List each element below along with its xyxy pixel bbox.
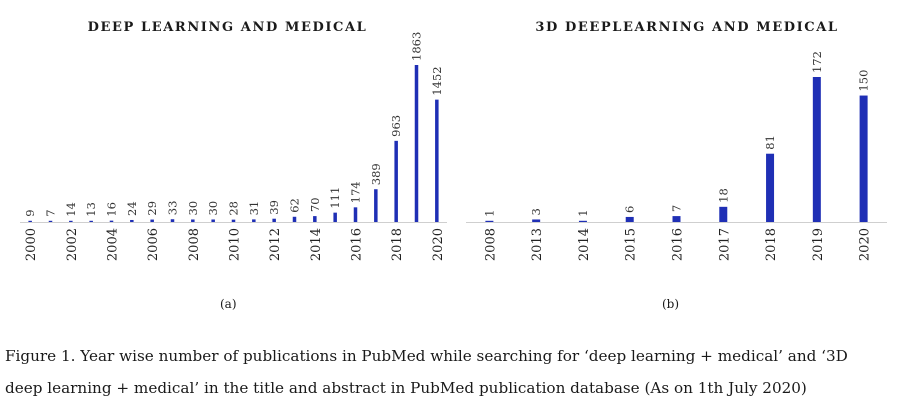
chart-a-data-label: 28: [227, 201, 241, 216]
chart-a-plot: 9 2000 7 14 2002 13 16 2004 24 29 2006 33 30 2008 30 28…: [20, 32, 447, 261]
chart-a-tick-label: 2006: [146, 228, 161, 261]
chart-b-tick-label: 2016: [671, 228, 686, 261]
chart-b-tick-label: 2015: [624, 228, 639, 261]
chart-b-data-label: 18: [716, 188, 730, 203]
chart-a-bar: [130, 219, 134, 222]
chart-a-tick-label: 2016: [350, 228, 365, 261]
chart-a-bar: [89, 220, 93, 222]
chart-b-tick-label: 2008: [483, 228, 498, 261]
chart-a-data-label: 1863: [410, 32, 424, 61]
chart-a-title: DEEP LEARNING AND MEDICAL: [87, 20, 368, 35]
chart-a-data-label: 39: [267, 200, 281, 215]
chart-a-bar: [374, 189, 378, 222]
chart-a-data-label: 70: [308, 197, 322, 212]
chart-a-bar: [435, 99, 439, 222]
chart-b-data-label: 1: [576, 209, 590, 216]
chart-a-data-label: 174: [349, 181, 363, 203]
chart-b-data-label: 6: [623, 206, 637, 213]
chart-b-data-label: 150: [857, 70, 871, 92]
chart-a-bar: [353, 207, 358, 222]
chart-a-data-label: 963: [389, 115, 403, 137]
chart-b-title: 3D DEEPLEARNING AND MEDICAL: [535, 20, 839, 35]
chart-b-data-label: 172: [810, 51, 824, 73]
chart-a-data-label: 16: [105, 202, 119, 217]
chart-a-tick-label: 2014: [309, 228, 324, 261]
chart-b-data-label: 3: [529, 208, 543, 215]
chart-b-tick-label: 2013: [530, 228, 545, 261]
chart-a-data-label: 13: [84, 202, 98, 217]
chart-b-panel: 3D DEEPLEARNING AND MEDICAL 1 2008 3 2013 1 2…: [465, 0, 909, 330]
chart-a-panel-label: (a): [220, 297, 237, 311]
chart-a-bar: [313, 216, 317, 222]
chart-a-bar: [414, 65, 419, 222]
chart-a-data-label: 389: [369, 163, 383, 185]
chart-a-data-label: 111: [328, 187, 342, 209]
chart-a-tick-label: 2000: [24, 228, 39, 261]
chart-a-bar: [252, 219, 256, 222]
chart-b-bar: [672, 216, 681, 222]
chart-a-bar: [48, 220, 53, 222]
chart-a-bar: [211, 219, 215, 222]
chart-a-data-label: 24: [125, 201, 139, 216]
chart-a-bar: [292, 216, 297, 222]
figure-caption: Figure 1. Year wise number of publicatio…: [5, 340, 905, 404]
chart-a-tick-label: 2010: [228, 228, 243, 261]
chart-a-data-label: 1452: [430, 66, 444, 95]
chart-a-bar: [333, 212, 337, 222]
chart-b-tick-label: 2019: [811, 228, 826, 261]
chart-b-bar: [766, 153, 775, 222]
chart-a-bar: [191, 219, 195, 222]
chart-a-tick-label: 2008: [187, 228, 202, 261]
chart-b-bar: [532, 219, 541, 222]
chart-a-data-label: 9: [23, 209, 37, 216]
chart-a-data-label: 33: [166, 201, 180, 216]
chart-a-data-label: 7: [44, 209, 58, 216]
caption-line-2: deep learning + medical’ in the title an…: [5, 379, 807, 397]
chart-a-data-label: 30: [186, 201, 200, 216]
chart-a-bar: [272, 218, 276, 222]
chart-b-data-label: 7: [670, 205, 684, 212]
chart-a-tick-label: 2012: [268, 228, 283, 261]
chart-a-data-label: 29: [145, 201, 159, 216]
chart-a-panel: DEEP LEARNING AND MEDICAL 9 2000 7 14 2002 13…: [0, 0, 465, 330]
chart-a-data-label: 14: [64, 202, 78, 217]
chart-b-panel-label: (b): [662, 297, 680, 311]
chart-b-bar: [625, 216, 634, 222]
chart-b-tick-label: 2017: [717, 228, 732, 261]
chart-b-bar: [859, 95, 868, 222]
chart-a-tick-label: 2002: [65, 228, 80, 261]
chart-b-bar: [812, 77, 821, 222]
chart-b-data-label: 81: [763, 135, 777, 150]
chart-a-bar: [170, 219, 175, 222]
chart-a-bar: [394, 140, 398, 222]
chart-a-tick-label: 2020: [431, 228, 446, 261]
chart-a-tick-label: 2004: [106, 228, 121, 261]
chart-a-data-label: 30: [206, 201, 220, 216]
chart-b-bar: [485, 220, 494, 222]
caption-line-1: Figure 1. Year wise number of publicatio…: [5, 347, 848, 365]
chart-a-bar: [28, 220, 32, 222]
chart-b-data-label: 1: [482, 209, 496, 216]
chart-a-bar: [69, 220, 73, 222]
chart-b-plot: 1 2008 3 2013 1 2014 6 2015 7 2016 18 2017 81 2018 172…: [466, 51, 887, 261]
chart-b-tick-label: 2020: [858, 228, 873, 261]
chart-a-tick-label: 2018: [390, 228, 405, 261]
chart-b-bar: [719, 206, 728, 222]
chart-a-data-label: 31: [247, 201, 261, 216]
chart-b-tick-label: 2018: [764, 228, 779, 261]
chart-b-tick-label: 2014: [577, 228, 592, 261]
chart-a-bar: [150, 219, 154, 222]
chart-a-bar: [109, 220, 114, 222]
chart-b-bar: [578, 220, 587, 222]
chart-a-data-label: 62: [288, 198, 302, 213]
chart-a-bar: [231, 219, 236, 222]
